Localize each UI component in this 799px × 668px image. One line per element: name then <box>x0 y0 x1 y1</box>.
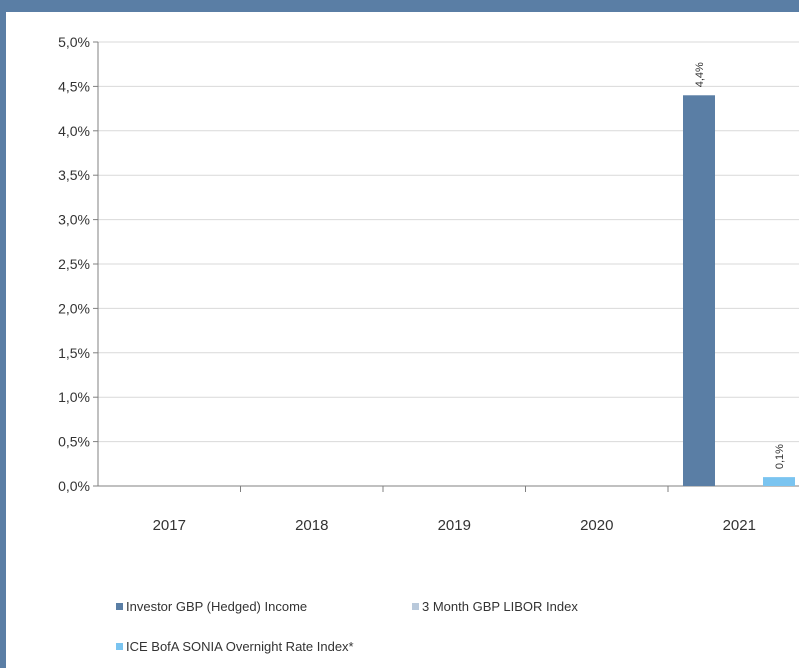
x-tick-label: 2018 <box>295 517 328 534</box>
y-tick-label: 1,5% <box>58 345 90 361</box>
legend-swatch-sonia <box>116 643 123 650</box>
legend-label-investor: Investor GBP (Hedged) Income <box>126 599 308 614</box>
y-tick-label: 3,5% <box>58 167 90 183</box>
bar <box>763 477 795 486</box>
y-tick-label: 3,0% <box>58 212 90 228</box>
y-tick-label: 2,5% <box>58 256 90 272</box>
data-label: 0,1% <box>774 444 786 469</box>
header-bar <box>0 0 799 12</box>
legend-item-libor: 3 Month GBP LIBOR Index <box>412 599 578 614</box>
legend-swatch-libor <box>412 603 419 610</box>
left-border <box>0 0 6 668</box>
y-tick-label: 4,5% <box>58 78 90 94</box>
y-tick-label: 1,0% <box>58 389 90 405</box>
x-tick-label: 2017 <box>153 517 186 534</box>
legend-item-sonia: ICE BofA SONIA Overnight Rate Index* <box>116 639 354 654</box>
y-tick-label: 0,5% <box>58 434 90 450</box>
legend-label-sonia: ICE BofA SONIA Overnight Rate Index* <box>126 639 354 654</box>
legend-swatch-investor <box>116 603 123 610</box>
y-tick-label: 4,0% <box>58 123 90 139</box>
y-tick-label: 2,0% <box>58 300 90 316</box>
legend-item-investor: Investor GBP (Hedged) Income <box>116 599 307 614</box>
data-label: 4,4% <box>694 62 706 87</box>
legend-label-libor: 3 Month GBP LIBOR Index <box>422 599 578 614</box>
x-tick-label: 2021 <box>723 517 756 534</box>
x-tick-label: 2019 <box>438 517 471 534</box>
y-tick-label: 5,0% <box>58 34 90 50</box>
y-tick-label: 0,0% <box>58 478 90 494</box>
bar <box>683 95 715 486</box>
x-tick-label: 2020 <box>580 517 613 534</box>
